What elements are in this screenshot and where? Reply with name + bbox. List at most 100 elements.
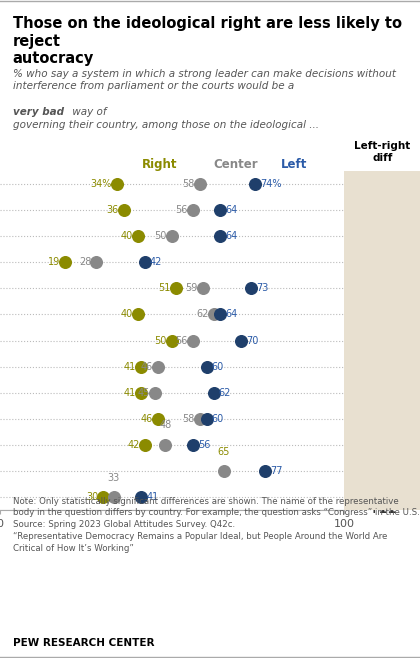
Text: way of: way of <box>69 107 107 116</box>
Point <box>100 492 107 502</box>
Text: +14: +14 <box>368 425 396 438</box>
Text: 50: 50 <box>155 231 167 241</box>
Point <box>200 283 207 293</box>
Text: +20: +20 <box>368 347 396 360</box>
Text: 70: 70 <box>246 336 259 345</box>
Point <box>172 283 179 293</box>
Text: 40: 40 <box>121 309 133 319</box>
Point <box>141 440 148 450</box>
Text: 41: 41 <box>124 388 136 397</box>
Point <box>189 440 196 450</box>
Point <box>138 388 144 398</box>
Text: 62: 62 <box>196 309 208 319</box>
Text: +22: +22 <box>368 321 396 334</box>
Point <box>169 231 176 241</box>
Point <box>93 257 100 268</box>
Point <box>197 413 203 424</box>
Text: +40: +40 <box>368 191 396 203</box>
Text: 56: 56 <box>175 205 188 215</box>
Text: Left-right
diff: Left-right diff <box>354 141 410 163</box>
Point <box>169 335 176 346</box>
Text: Those on the ideological right are less likely to reject
autocracy: Those on the ideological right are less … <box>13 16 402 66</box>
Text: % who say a system in which a strong leader can make decisions without
interfere: % who say a system in which a strong lea… <box>13 69 396 91</box>
Point <box>114 179 121 190</box>
Text: +14: +14 <box>368 451 396 465</box>
Text: +28: +28 <box>368 216 396 230</box>
Text: governing their country, among those on the ideological ...: governing their country, among those on … <box>13 120 319 130</box>
Point <box>189 335 196 346</box>
Text: +11: +11 <box>368 503 396 517</box>
Point <box>217 231 224 241</box>
Point <box>210 388 217 398</box>
Point <box>252 179 258 190</box>
Text: 64: 64 <box>226 205 238 215</box>
Text: 74%: 74% <box>260 179 281 189</box>
Text: 46: 46 <box>141 414 153 424</box>
Text: 41: 41 <box>124 362 136 372</box>
Point <box>110 492 117 502</box>
Text: 45: 45 <box>137 388 150 397</box>
Point <box>134 231 141 241</box>
Text: 19: 19 <box>48 257 60 267</box>
Point <box>217 309 224 320</box>
Text: Left: Left <box>281 158 307 171</box>
Text: +23: +23 <box>368 269 396 282</box>
Text: Note: Only statistically significant differences are shown. The name of the repr: Note: Only statistically significant dif… <box>13 497 419 553</box>
Text: +19: +19 <box>368 373 396 386</box>
Text: 56: 56 <box>198 440 210 450</box>
Text: 64: 64 <box>226 309 238 319</box>
Text: +24: +24 <box>368 243 396 256</box>
Text: 33: 33 <box>108 472 120 482</box>
Point <box>210 309 217 320</box>
Point <box>217 205 224 215</box>
Text: 48: 48 <box>159 420 171 430</box>
Text: 42: 42 <box>150 257 162 267</box>
Text: 58: 58 <box>182 414 194 424</box>
Text: 42: 42 <box>127 440 139 450</box>
Text: 58: 58 <box>182 179 194 189</box>
Point <box>152 388 158 398</box>
Text: 60: 60 <box>212 362 224 372</box>
Point <box>238 335 244 346</box>
Text: +17: +17 <box>368 399 396 412</box>
Text: 51: 51 <box>158 284 171 293</box>
Text: 50: 50 <box>155 336 167 345</box>
Text: 65: 65 <box>218 447 230 457</box>
Point <box>220 466 227 476</box>
Text: 77: 77 <box>270 466 283 476</box>
Text: 34%: 34% <box>91 179 112 189</box>
Text: 59: 59 <box>186 284 198 293</box>
Text: 56: 56 <box>175 336 188 345</box>
Point <box>121 205 127 215</box>
Text: PEW RESEARCH CENTER: PEW RESEARCH CENTER <box>13 638 154 648</box>
Text: 60: 60 <box>212 414 224 424</box>
Text: 40: 40 <box>121 231 133 241</box>
Point <box>162 440 169 450</box>
Point <box>203 361 210 372</box>
Point <box>138 361 144 372</box>
Text: +22: +22 <box>368 295 396 308</box>
Point <box>141 257 148 268</box>
Point <box>138 492 144 502</box>
Point <box>62 257 69 268</box>
Point <box>155 413 162 424</box>
Text: 28: 28 <box>79 257 91 267</box>
Text: 36: 36 <box>107 205 119 215</box>
Text: 73: 73 <box>257 284 269 293</box>
Text: 30: 30 <box>86 492 98 502</box>
Point <box>155 361 162 372</box>
Text: +12: +12 <box>368 478 396 490</box>
Point <box>248 283 255 293</box>
Point <box>197 179 203 190</box>
Point <box>134 309 141 320</box>
Point <box>189 205 196 215</box>
Text: Right: Right <box>142 158 177 171</box>
Text: 62: 62 <box>219 388 231 397</box>
Text: 46: 46 <box>141 362 153 372</box>
Text: very bad: very bad <box>13 107 63 116</box>
Point <box>262 466 268 476</box>
Text: 41: 41 <box>147 492 159 502</box>
Text: Center: Center <box>213 158 257 171</box>
Point <box>203 413 210 424</box>
Text: 64: 64 <box>226 231 238 241</box>
